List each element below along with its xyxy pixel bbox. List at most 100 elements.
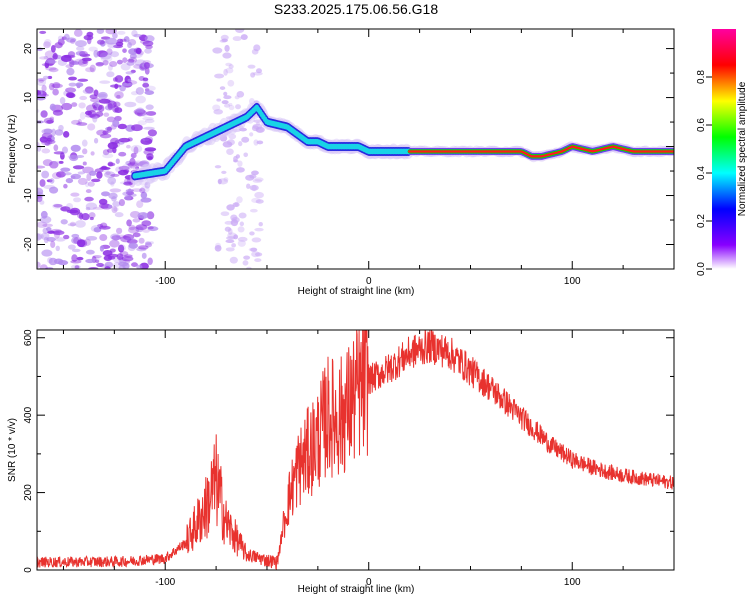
spectrogram-speckle [226, 148, 234, 155]
spectrogram-speckle [223, 95, 232, 100]
spectrogram-speckle [112, 201, 121, 207]
spectrogram-speckle [51, 83, 63, 89]
spectrogram-speckle [38, 79, 44, 83]
spectrogram-speckle [60, 54, 72, 63]
spectrogram-speckle [234, 95, 240, 100]
spectrogram-speckle [106, 71, 115, 78]
spectrogram-speckle [114, 91, 124, 99]
spectrogram-speckle [82, 60, 88, 64]
spectrogram-speckle [227, 228, 233, 235]
spectrogram-speckle [70, 259, 82, 264]
spectrogram-speckle [128, 224, 136, 231]
spectrogram-speckle [232, 36, 242, 42]
spectrogram-speckle [124, 101, 137, 108]
spectrogram-speckle [223, 68, 228, 76]
snr-panel: -100 0 100 0 200 400 600 Height of straight li… [7, 329, 675, 595]
spectrogram-speckle [97, 91, 108, 100]
spectrogram-speckle [145, 241, 152, 246]
spectrogram-speckle [37, 195, 43, 203]
spectrogram-speckle [123, 36, 130, 43]
spectrogram-speckle [98, 98, 111, 104]
spectrogram-speckle [76, 256, 84, 261]
spectrogram-speckle [145, 104, 154, 110]
spectrogram-speckle [145, 85, 156, 92]
spectrogram-speckle [214, 73, 225, 79]
spectrogram-speckle [231, 243, 237, 248]
spectrogram-speckle [75, 50, 86, 56]
spectrogram-speckle [70, 264, 81, 269]
spectrogram-speckle [222, 52, 232, 59]
spectrogram-speckle [101, 191, 110, 197]
spectrogram-speckle [40, 215, 52, 224]
x-tick-label: 0 [366, 577, 372, 588]
spectrogram-speckle [118, 244, 126, 252]
spectrogram-speckle [118, 244, 125, 253]
spectrogram-speckle [49, 178, 55, 184]
spectrogram-speckle [127, 243, 136, 252]
snr-frame [36, 329, 675, 571]
spectrogram-speckle [126, 144, 131, 149]
snr-series-line [37, 330, 674, 570]
spectrogram-speckle [69, 221, 76, 227]
spectrogram-speckle [142, 229, 150, 233]
spectrogram-speckle [227, 232, 237, 239]
spectrogram-speckle [254, 252, 263, 257]
spectrogram-speckle [76, 239, 86, 248]
spectrogram-speckle [140, 112, 149, 117]
spectrogram-speckle [142, 78, 149, 85]
x-tick-label: 100 [564, 276, 581, 287]
spectrogram-speckle [141, 220, 152, 227]
spectrogram-speckle [86, 173, 92, 182]
spectrogram-speckle [240, 34, 248, 40]
spectrogram-speckle [140, 191, 148, 199]
spectrogram-speckle [96, 50, 108, 58]
spectrogram-speckle [54, 129, 64, 136]
spectrogram-speckle [63, 130, 70, 138]
spectrogram-speckle [225, 62, 232, 67]
spectrogram-speckle [131, 262, 138, 267]
spectrogram-speckle [49, 106, 57, 111]
x-tick-label: -100 [155, 276, 175, 287]
spectrogram-speckle [233, 234, 239, 240]
spectrogram-speckle [126, 61, 135, 66]
spectrogram-speckle [63, 183, 68, 189]
spectrogram-speckle [96, 171, 103, 179]
y-tick-label: 200 [23, 484, 34, 501]
spectrogram-speckle [250, 72, 256, 78]
spectrogram-speckle [112, 141, 121, 148]
snr-ylabel: SNR (10 * v/v) [7, 418, 18, 482]
spectrogram-speckle [115, 227, 123, 235]
spectrogram-speckle [43, 128, 53, 134]
spectrogram-speckle [226, 236, 236, 240]
spectrogram-speckle [123, 181, 133, 186]
spectrogram-speckle [109, 61, 118, 67]
spectrogram-speckle [249, 184, 259, 191]
spectrogram-speckle [77, 211, 82, 219]
spectrogram-speckle [105, 171, 111, 176]
spectrogram-speckle [102, 59, 109, 66]
spectrogram-speckle [58, 124, 64, 132]
colorbar-tick-label: 0.6 [696, 118, 707, 132]
snr-xlabel: Height of straight line (km) [298, 584, 415, 595]
spectrogram-speckle [249, 231, 255, 236]
spectrogram-speckle [81, 57, 92, 62]
spectrogram-speckle [222, 141, 233, 148]
spectrogram-speckle [67, 244, 76, 250]
spectrogram-speckle [146, 211, 155, 220]
spectrogram-speckle [57, 35, 64, 42]
spectrogram-speckle [81, 213, 90, 221]
spectrogram-speckle [226, 204, 235, 211]
spectrogram-speckle [87, 123, 96, 131]
spectrogram-speckle [104, 266, 111, 269]
spectrogram-speckle [212, 47, 223, 54]
spectrogram-speckle [246, 266, 252, 269]
spectrogram-speckle [74, 220, 86, 228]
spectrogram-speckle [224, 44, 230, 52]
spectrogram-speckle [39, 179, 46, 187]
spectrogram-speckle [43, 117, 55, 124]
spectrogram-speckle [230, 214, 238, 221]
y-tick-label: -20 [23, 237, 34, 252]
spectrogram-speckle [43, 236, 49, 244]
y-tick-label: 0 [23, 567, 34, 573]
spectrogram-speckle [39, 264, 48, 269]
